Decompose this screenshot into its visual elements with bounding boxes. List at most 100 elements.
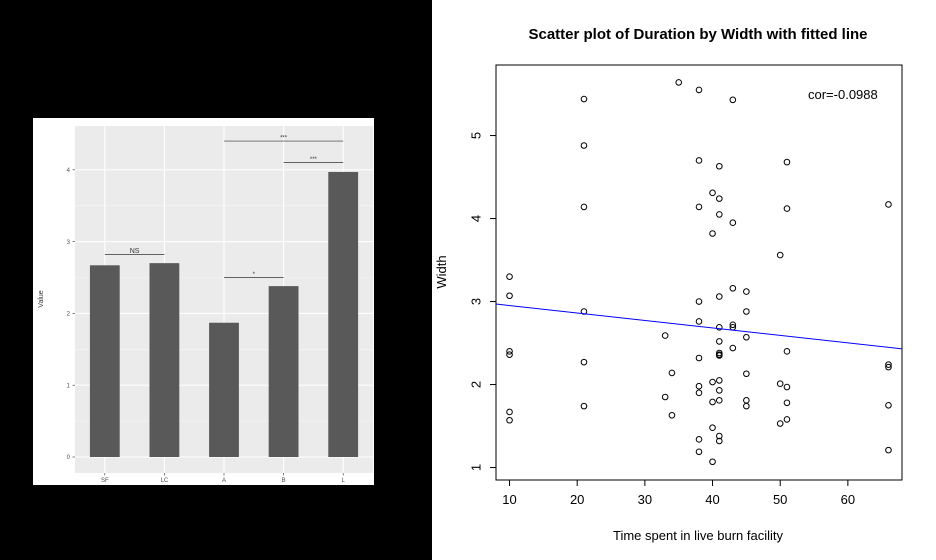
scatter-point — [716, 377, 723, 384]
scatter-y-tick-label: 1 — [469, 464, 484, 471]
scatter-point — [580, 142, 588, 149]
scatter-point — [580, 358, 588, 366]
scatter-point — [695, 318, 703, 325]
scatter-x-tick-label: 60 — [841, 492, 855, 507]
scatter-point — [695, 389, 703, 397]
scatter-point — [716, 338, 723, 345]
scatter-point — [709, 189, 716, 197]
scatter-point — [695, 436, 703, 443]
scatter-point — [506, 348, 513, 355]
scatter-y-tick-label: 3 — [469, 298, 484, 305]
scatter-point — [885, 201, 892, 208]
scatter-point — [695, 157, 703, 164]
scatter-point — [716, 387, 723, 394]
bar-sf — [89, 265, 120, 457]
scatter-x-tick-label: 50 — [773, 492, 787, 507]
scatter-point — [709, 230, 716, 237]
scatter-point — [743, 308, 750, 315]
bar-y-tick-label: 1 — [67, 383, 71, 389]
scatter-point — [729, 219, 737, 226]
scatter-point — [885, 446, 892, 454]
scatter-point — [743, 402, 750, 410]
bar-lc — [149, 263, 180, 457]
scatter-point — [783, 348, 791, 355]
bar-x-tick-label: B — [282, 478, 286, 484]
scatter-plot-box — [495, 64, 903, 481]
scatter-point — [695, 382, 703, 390]
scatter-point — [783, 416, 791, 423]
scatter-point — [743, 397, 750, 404]
bar-y-tick-label: 3 — [67, 240, 71, 246]
scatter-point — [580, 203, 588, 211]
scatter-y-tick-label: 4 — [469, 215, 484, 222]
scatter-point — [709, 378, 716, 386]
scatter-point — [885, 361, 892, 368]
scatter-x-tick-label: 20 — [570, 492, 584, 507]
scatter-point — [776, 380, 784, 388]
scatter-point — [716, 162, 723, 170]
scatter-point — [695, 86, 703, 94]
scatter-y-axis-label: Width — [434, 255, 449, 288]
scatter-point — [716, 437, 723, 445]
scatter-point — [885, 363, 892, 371]
scatter-y-ticks: 1 2 3 4 5 — [469, 132, 496, 471]
scatter-chart: Scatter plot of Duration by Width with f… — [434, 26, 903, 543]
scatter-point — [885, 402, 892, 409]
scatter-point — [716, 352, 723, 359]
scatter-y-tick-label: 5 — [469, 132, 484, 139]
scatter-point — [661, 332, 669, 339]
scatter-point — [661, 393, 669, 401]
correlation-annotation: cor=-0.0988 — [808, 87, 878, 102]
scatter-point — [743, 288, 750, 295]
scatter-point — [695, 203, 703, 211]
scatter-title: Scatter plot of Duration by Width with f… — [528, 26, 867, 43]
bar-x-tick-label: SF — [101, 478, 109, 484]
scatter-point — [716, 293, 723, 300]
scatter-point — [695, 448, 703, 456]
scatter-points — [506, 79, 892, 466]
scatter-point — [695, 298, 703, 305]
bar-x-tick-label: L — [342, 478, 346, 484]
scatter-point — [580, 95, 588, 103]
scatter-x-ticks: 10 20 30 40 50 60 — [502, 480, 855, 507]
scatter-point — [729, 284, 737, 292]
scatter-point — [729, 344, 737, 352]
scatter-point — [743, 333, 750, 341]
scatter-point — [506, 351, 513, 358]
scatter-x-axis-label: Time spent in live burn facility — [613, 528, 784, 543]
scatter-point — [709, 424, 716, 432]
scatter-point — [783, 383, 791, 391]
bar-y-axis-label: Value — [38, 290, 45, 307]
significance-label: * — [253, 272, 256, 278]
scatter-point — [580, 402, 588, 410]
bar-y-tick-label: 2 — [67, 312, 71, 318]
scatter-point — [675, 79, 682, 86]
scatter-x-tick-label: 10 — [502, 492, 516, 507]
scatter-point — [709, 458, 716, 466]
scatter-x-tick-label: 40 — [705, 492, 719, 507]
scatter-point — [716, 432, 723, 440]
bar-y-tick-label: 0 — [67, 455, 71, 461]
scatter-point — [716, 195, 723, 202]
scatter-point — [506, 292, 513, 300]
scatter-point — [716, 323, 723, 331]
scatter-point — [783, 399, 791, 407]
scatter-point — [668, 369, 676, 377]
bar-x-tick-label: A — [222, 478, 226, 484]
scatter-point — [695, 354, 703, 362]
bar-l — [328, 171, 359, 458]
scatter-point — [716, 397, 723, 404]
scatter-point — [668, 411, 676, 419]
significance-label: *** — [280, 136, 288, 142]
scatter-point — [729, 96, 737, 104]
scatter-point — [776, 420, 784, 427]
scatter-point — [506, 416, 513, 424]
bar-y-tick-label: 4 — [67, 168, 71, 174]
bar-b — [268, 286, 299, 457]
bar-annotations: NS******* — [104, 136, 344, 278]
scatter-point — [716, 211, 723, 218]
scatter-point — [729, 321, 737, 329]
scatter-point — [783, 158, 791, 166]
bar-x-ticks: SF LC A B L — [101, 473, 346, 484]
